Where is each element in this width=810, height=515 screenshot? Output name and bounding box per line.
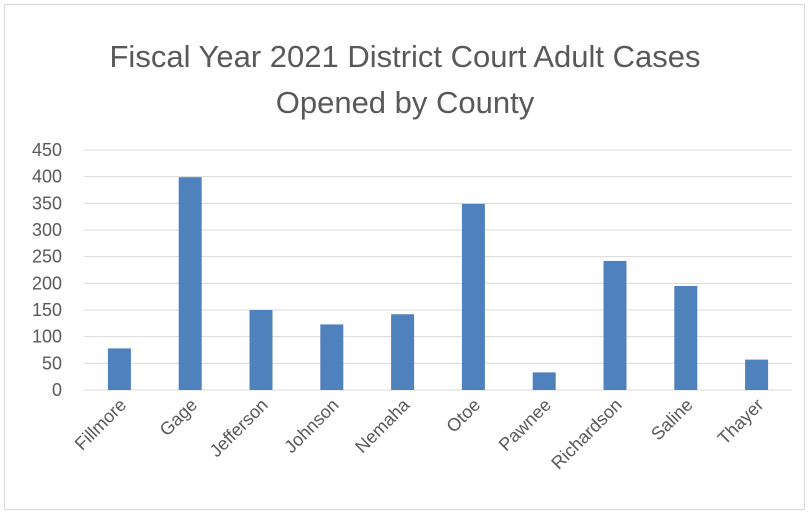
y-tick-label: 100 <box>32 327 62 347</box>
bar-saline <box>674 286 698 390</box>
bar-gage <box>178 177 202 390</box>
y-tick-label: 400 <box>32 167 62 187</box>
x-tick-label-jefferson: Jefferson <box>206 395 272 461</box>
x-tick-label-richardson: Richardson <box>547 395 626 474</box>
y-tick-label: 200 <box>32 273 62 293</box>
x-tick-label-fillmore: Fillmore <box>71 395 130 454</box>
y-tick-label: 50 <box>42 353 62 373</box>
bar-johnson <box>320 324 344 390</box>
x-tick-label-otoe: Otoe <box>442 395 484 437</box>
bar-otoe <box>461 203 485 390</box>
x-tick-label-saline: Saline <box>647 395 697 445</box>
chart-title: Fiscal Year 2021 District Court Adult Ca… <box>0 34 810 126</box>
chart-title-line-2: Opened by County <box>275 85 535 120</box>
y-tick-label: 350 <box>32 193 62 213</box>
x-axis-tick-labels: Fillmore Gage Jefferson Johnson Nemaha Otoe Pa… <box>71 394 768 473</box>
y-tick-label: 0 <box>52 380 62 400</box>
bar-nemaha <box>391 314 415 390</box>
bar-fillmore <box>107 348 131 390</box>
bar-pawnee <box>532 372 556 390</box>
y-tick-label: 300 <box>32 220 62 240</box>
bar-thayer <box>745 359 769 390</box>
x-tick-label-nemaha: Nemaha <box>351 394 414 457</box>
bar-jefferson <box>249 310 273 390</box>
bar-richardson <box>603 260 627 390</box>
x-tick-label-gage: Gage <box>156 395 201 440</box>
y-tick-label: 150 <box>32 300 62 320</box>
bars <box>107 177 769 390</box>
x-tick-label-johnson: Johnson <box>280 395 342 457</box>
chart-title-line-1: Fiscal Year 2021 District Court Adult Ca… <box>109 39 701 74</box>
y-tick-label: 450 <box>32 140 62 160</box>
gridlines <box>84 149 792 391</box>
x-tick-label-thayer: Thayer <box>714 395 768 449</box>
y-tick-label: 250 <box>32 247 62 267</box>
y-axis-tick-labels: 0 50 100 150 200 250 300 350 400 450 <box>32 140 62 400</box>
x-tick-label-pawnee: Pawnee <box>495 395 555 455</box>
